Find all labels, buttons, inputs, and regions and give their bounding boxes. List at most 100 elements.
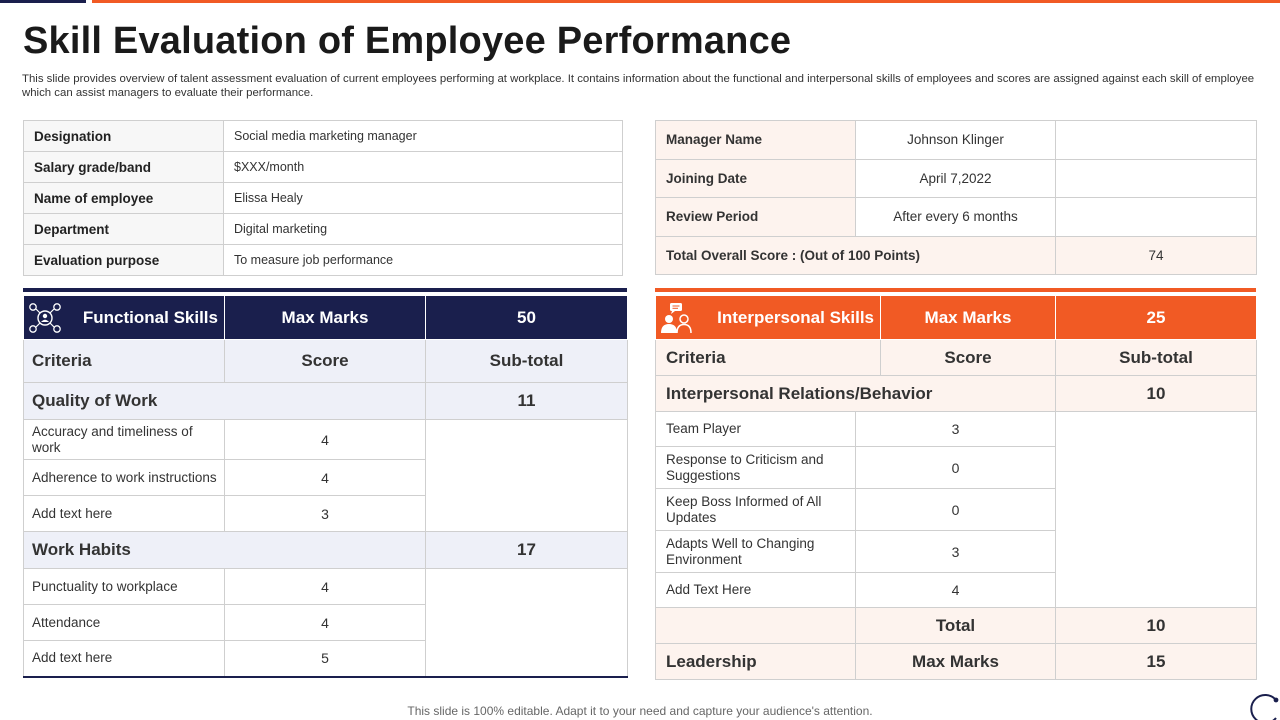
empty-cell <box>1055 197 1257 237</box>
info-value: Digital marketing <box>223 213 623 245</box>
total-label: Total <box>855 607 1056 644</box>
info-label: Joining Date <box>655 158 856 198</box>
criteria-label: Response to Criticism and Suggestions <box>655 446 856 489</box>
footer-note: This slide is 100% editable. Adapt it to… <box>407 704 873 718</box>
total-value: 10 <box>1055 607 1257 644</box>
leadership-row: Leadership Max Marks 15 <box>655 643 1257 680</box>
empty-cell <box>1055 158 1257 198</box>
section-name: Quality of Work <box>23 382 426 420</box>
page-title: Skill Evaluation of Employee Performance <box>23 20 792 62</box>
leadership-max-label: Max Marks <box>855 643 1056 680</box>
info-value: Johnson Klinger <box>855 120 1056 160</box>
total-score-label: Total Overall Score : (Out of 100 Points… <box>655 235 1056 275</box>
empty-subtotal-cell <box>1055 411 1257 608</box>
table-row: Add text here 5 <box>23 640 628 678</box>
info-label: Department <box>23 213 224 245</box>
info-label: Manager Name <box>655 120 856 160</box>
people-chat-icon <box>661 303 692 334</box>
empty-subtotal-cell <box>425 419 628 532</box>
criteria-header: Criteria <box>655 339 881 376</box>
section-subtotal: 11 <box>425 382 628 420</box>
score-value: 3 <box>224 495 426 532</box>
criteria-label: Team Player <box>655 411 856 447</box>
functional-max-label: Max Marks <box>224 295 426 340</box>
info-value: $XXX/month <box>223 151 623 183</box>
criteria-header: Criteria <box>23 339 225 383</box>
criteria-label: Adapts Well to Changing Environment <box>655 530 856 573</box>
interpersonal-max-label: Max Marks <box>880 295 1056 340</box>
score-value: 3 <box>855 411 1056 447</box>
table-row: Add text here 3 <box>23 495 628 532</box>
criteria-label: Attendance <box>23 604 225 641</box>
score-header: Score <box>224 339 426 383</box>
section-row: Quality of Work 11 <box>23 382 628 420</box>
network-people-icon <box>29 303 61 333</box>
functional-skills-table: Functional Skills Max Marks 50 Criteria … <box>23 295 628 678</box>
info-row: Review Period After every 6 months <box>655 197 1257 237</box>
score-value: 0 <box>855 446 1056 489</box>
table-row: Team Player 3 <box>655 411 1257 608</box>
manager-info-table: Manager Name Johnson Klinger Joining Dat… <box>655 120 1257 275</box>
total-score-row: Total Overall Score : (Out of 100 Points… <box>655 235 1257 275</box>
total-row: Total 10 <box>655 607 1257 644</box>
table-row: Add Text Here 4 <box>655 572 1257 608</box>
table-row: Adherence to work instructions 4 <box>23 459 628 496</box>
info-row: Joining Date April 7,2022 <box>655 158 1257 198</box>
employee-info-table: Designation Social media marketing manag… <box>23 120 623 276</box>
top-accent-orange <box>92 0 1280 3</box>
functional-max-value: 50 <box>425 295 628 340</box>
table-row: Punctuality to workplace 4 <box>23 568 628 678</box>
interpersonal-skills-table: Interpersonal Skills Max Marks 25 Criter… <box>655 295 1257 680</box>
interpersonal-max-value: 25 <box>1055 295 1257 340</box>
info-label: Salary grade/band <box>23 151 224 183</box>
score-value: 4 <box>855 572 1056 608</box>
table-row: Keep Boss Informed of All Updates 0 <box>655 488 1257 531</box>
score-value: 5 <box>224 640 426 678</box>
info-row: Salary grade/band $XXX/month <box>23 151 623 183</box>
info-label: Designation <box>23 120 224 152</box>
top-accent-navy <box>0 0 86 3</box>
section-name: Work Habits <box>23 531 426 569</box>
section-name: Interpersonal Relations/Behavior <box>655 375 1056 412</box>
empty-subtotal-cell <box>425 568 628 678</box>
leadership-max-value: 15 <box>1055 643 1257 680</box>
subtotal-header: Sub-total <box>1055 339 1257 376</box>
interpersonal-columns-row: Criteria Score Sub-total <box>655 339 1257 376</box>
page-description: This slide provides overview of talent a… <box>22 73 1255 99</box>
criteria-label: Punctuality to workplace <box>23 568 225 605</box>
section-subtotal: 10 <box>1055 375 1257 412</box>
score-value: 0 <box>855 488 1056 531</box>
empty-cell <box>1055 120 1257 160</box>
score-value: 4 <box>224 419 426 460</box>
interpersonal-header-title: Interpersonal Skills <box>717 307 874 327</box>
info-row: Designation Social media marketing manag… <box>23 120 623 152</box>
total-score-value: 74 <box>1055 235 1257 275</box>
score-value: 4 <box>224 568 426 605</box>
info-value: April 7,2022 <box>855 158 1056 198</box>
section-subtotal: 17 <box>425 531 628 569</box>
leadership-label: Leadership <box>655 643 856 680</box>
criteria-label: Add Text Here <box>655 572 856 608</box>
section-row: Interpersonal Relations/Behavior 10 <box>655 375 1257 412</box>
info-value: After every 6 months <box>855 197 1056 237</box>
info-label: Evaluation purpose <box>23 244 224 276</box>
table-row: Accuracy and timeliness of work 4 <box>23 419 628 532</box>
functional-top-line <box>23 288 627 292</box>
criteria-label: Add text here <box>23 495 225 532</box>
interpersonal-header-title-cell: Interpersonal Skills <box>655 295 881 340</box>
score-value: 4 <box>224 604 426 641</box>
criteria-label: Adherence to work instructions <box>23 459 225 496</box>
info-row: Name of employee Elissa Healy <box>23 182 623 214</box>
section-row: Work Habits 17 <box>23 531 628 569</box>
functional-header-title: Functional Skills <box>82 307 218 327</box>
score-value: 4 <box>224 459 426 496</box>
interpersonal-top-line <box>655 288 1256 292</box>
info-row: Manager Name Johnson Klinger <box>655 120 1257 160</box>
info-label: Name of employee <box>23 182 224 214</box>
functional-columns-row: Criteria Score Sub-total <box>23 339 628 383</box>
interpersonal-header-row: Interpersonal Skills Max Marks 25 <box>655 295 1257 340</box>
info-label: Review Period <box>655 197 856 237</box>
info-value: Elissa Healy <box>223 182 623 214</box>
score-header: Score <box>880 339 1056 376</box>
functional-header-title-cell: Functional Skills <box>23 295 225 340</box>
